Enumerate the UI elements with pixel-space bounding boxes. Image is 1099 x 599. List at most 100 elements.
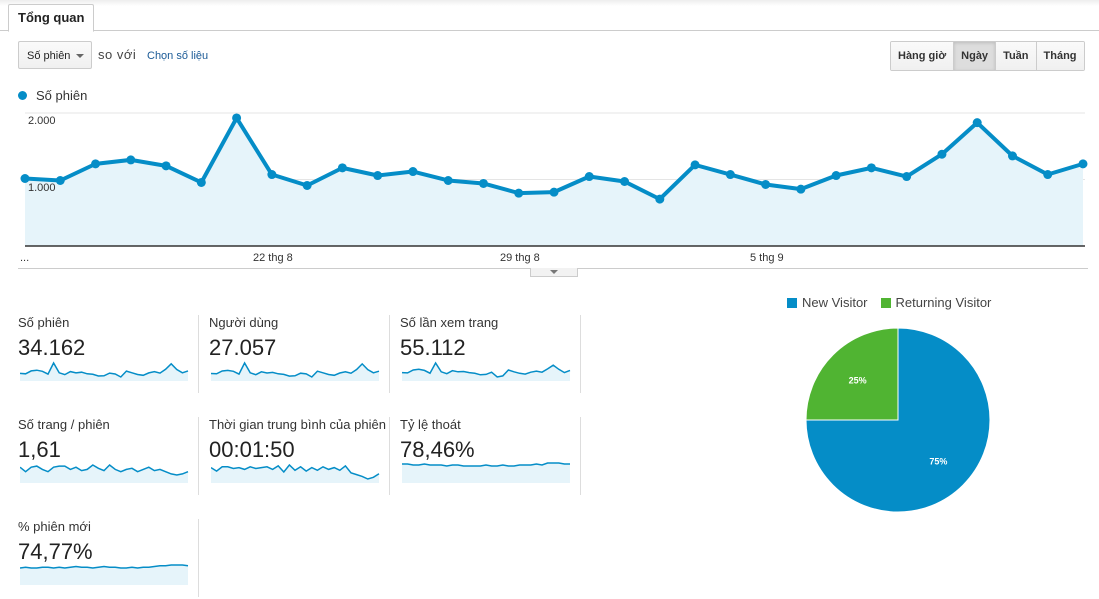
data-point <box>91 159 101 169</box>
sparkline <box>20 361 189 381</box>
sparkline-line <box>402 361 571 378</box>
sparkline-fill <box>20 363 188 381</box>
data-point <box>337 163 347 173</box>
data-point <box>232 113 242 123</box>
metric-label: Số trang / phiên <box>18 417 110 432</box>
data-point <box>866 163 876 173</box>
visitor-pie-chart: 75% 25% <box>805 327 991 513</box>
sparkline-line <box>402 462 570 467</box>
metric-select[interactable]: Số phiên <box>18 41 92 69</box>
data-point <box>267 170 277 180</box>
sparkline <box>211 463 380 483</box>
series-dot-icon <box>18 91 27 100</box>
metric-value: 27.057 <box>209 335 277 360</box>
metric-separator <box>580 417 581 495</box>
pie-legend: New Visitor Returning Visitor <box>787 295 991 310</box>
metric-0[interactable]: Số phiên 34.162 <box>18 315 198 395</box>
sparkline <box>20 463 189 483</box>
sparkline <box>211 361 380 381</box>
metric-separator <box>198 315 199 393</box>
metric-1[interactable]: Người dùng 27.057 <box>209 315 389 395</box>
metric-value: 00:01:50 <box>209 437 295 462</box>
metric-separator <box>198 417 199 495</box>
sparkline-fill <box>20 565 188 585</box>
metric-value: 1,61 <box>18 437 61 462</box>
granularity-buttons: Hàng giờ Ngày Tuần Tháng <box>890 41 1085 71</box>
chart-legend: Số phiên <box>18 88 87 103</box>
sparkline-fill <box>402 463 570 483</box>
metric-separator <box>389 417 390 495</box>
hourly-button[interactable]: Hàng giờ <box>891 42 954 70</box>
metric-label: Số phiên <box>18 315 70 330</box>
data-point <box>20 174 30 184</box>
data-point <box>937 149 947 159</box>
metric-label: Số lần xem trang <box>400 315 499 330</box>
pie-slice <box>805 327 991 513</box>
week-button[interactable]: Tuần <box>995 42 1036 70</box>
data-point <box>831 171 841 181</box>
legend-new-visitor[interactable]: New Visitor <box>787 295 868 310</box>
data-point <box>55 175 65 185</box>
top-shadow <box>0 0 1099 6</box>
data-point <box>196 177 206 187</box>
metric-label: Người dùng <box>209 315 279 330</box>
metric-separator <box>198 519 199 597</box>
y-tick-label: 1.000 <box>28 182 56 194</box>
data-point <box>478 178 488 188</box>
sparkline-line <box>20 564 189 569</box>
data-point <box>584 172 594 182</box>
data-point <box>761 179 771 189</box>
data-point <box>1078 159 1088 169</box>
sparkline-line <box>211 361 380 378</box>
legend-label: Số phiên <box>36 88 88 103</box>
sparkline <box>20 564 189 585</box>
choose-metric-link[interactable]: Chọn số liệu <box>147 50 209 62</box>
pie-slice-label: 75% <box>929 456 947 466</box>
sparkline-fill <box>211 363 379 381</box>
legend-returning-visitor[interactable]: Returning Visitor <box>880 295 991 310</box>
tab-bar <box>0 30 1099 31</box>
month-button[interactable]: Tháng <box>1035 42 1084 70</box>
data-point <box>972 118 982 128</box>
data-point <box>126 155 136 165</box>
metric-4[interactable]: Thời gian trung bình của phiên 00:01:50 <box>209 417 389 497</box>
x-tick-label: 29 thg 8 <box>500 252 540 264</box>
metric-5[interactable]: Tỷ lệ thoát 78,46% <box>400 417 580 497</box>
sparkline-fill <box>20 465 188 483</box>
metric-label: % phiên mới <box>18 519 91 534</box>
pie-slice-label: 25% <box>849 376 867 386</box>
metric-separator <box>580 315 581 393</box>
data-point <box>514 188 524 198</box>
data-point <box>161 161 171 171</box>
sparkline-fill <box>402 363 570 381</box>
metric-value: 78,46% <box>400 437 475 462</box>
chevron-down-icon <box>76 54 84 58</box>
data-point <box>302 180 312 190</box>
metric-6[interactable]: % phiên mới 74,77% <box>18 519 198 599</box>
data-point <box>549 187 559 197</box>
data-point <box>690 160 700 170</box>
metric-value: 55.112 <box>400 335 466 360</box>
metric-separator <box>389 315 390 393</box>
x-tick-label: 22 thg 8 <box>253 252 293 264</box>
sparkline-line <box>20 463 189 476</box>
data-point <box>620 176 630 186</box>
data-point <box>408 167 418 177</box>
y-tick-label: 2.000 <box>28 115 56 127</box>
x-tick-label: ... <box>20 252 30 264</box>
data-point <box>443 175 453 185</box>
metric-value: 34.162 <box>18 335 86 360</box>
data-point <box>373 171 383 181</box>
square-icon <box>880 298 891 308</box>
sparkline-line <box>211 463 380 480</box>
day-button[interactable]: Ngày <box>953 42 996 70</box>
metric-value: 74,77% <box>18 539 93 564</box>
pie-slice <box>805 327 899 421</box>
chart-collapse-toggle[interactable] <box>530 268 578 277</box>
metric-2[interactable]: Số lần xem trang 55.112 <box>400 315 580 395</box>
sessions-line-chart <box>20 112 1088 247</box>
metric-label: Thời gian trung bình của phiên <box>209 417 386 432</box>
data-point <box>902 172 912 182</box>
metric-3[interactable]: Số trang / phiên 1,61 <box>18 417 198 497</box>
tab-overview[interactable]: Tổng quan <box>8 4 95 32</box>
